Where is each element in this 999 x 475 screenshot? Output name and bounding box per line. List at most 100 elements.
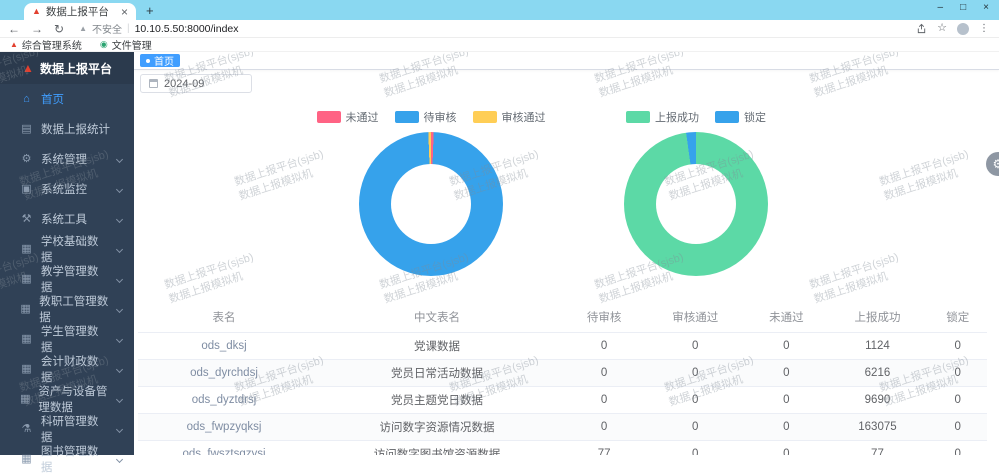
grid-icon: ▦ [21, 272, 32, 285]
close-icon[interactable]: × [983, 2, 989, 13]
reload-icon[interactable]: ↻ [54, 21, 65, 36]
legend-label: 待审核 [423, 112, 457, 124]
cell-review-passed: 0 [644, 440, 747, 455]
forward-icon[interactable]: → [31, 21, 43, 36]
sidebar-item-research-data[interactable]: ⚗ 科研管理数据 [0, 414, 134, 444]
column-header-upload-success: 上报成功 [854, 312, 901, 324]
not-secure-label: 不安全 [91, 25, 122, 36]
legend-swatch [394, 111, 419, 123]
cell-pending-review: 0 [564, 359, 645, 387]
chevron-down-icon [115, 335, 124, 343]
cell-table-name: ods_dksj [138, 332, 311, 360]
cell-chinese-name: 党课数据 [310, 332, 564, 360]
new-tab-button[interactable]: + [146, 3, 154, 18]
sidebar-item-label: 科研管理数据 [40, 416, 99, 444]
back-icon[interactable]: ← [8, 21, 20, 36]
address-bar[interactable]: ▲ 不安全 | 10.10.5.50:8000/index [79, 21, 916, 37]
profile-avatar[interactable] [957, 22, 969, 35]
grid-icon: ▦ [21, 332, 32, 345]
monitor-icon: ▣ [21, 182, 32, 195]
sidebar-item-system-tools[interactable]: ⚒ 系统工具 [0, 204, 134, 234]
tab-homepage-tag[interactable]: 首页 [140, 54, 180, 68]
sidebar-item-student-data[interactable]: ▦ 学生管理数据 [0, 324, 134, 354]
review-status-donut [359, 132, 503, 276]
legend-item-review-passed[interactable]: 审核通过 [472, 109, 546, 125]
legend-label: 锁定 [744, 112, 766, 124]
browser-tab[interactable]: ▲ 数据上报平台 × [24, 3, 136, 20]
sidebar-item-system-management[interactable]: ⚙ 系统管理 [0, 144, 134, 174]
sidebar-item-label: 首页 [41, 94, 64, 106]
legend-item-not-passed[interactable]: 未通过 [316, 109, 379, 125]
tag-dot-icon [146, 58, 150, 63]
cell-locked: 0 [928, 386, 987, 414]
tools-icon: ⚒ [21, 212, 32, 225]
sidebar-item-label: 系统监控 [41, 184, 87, 196]
bookmark-label: 文件管理 [111, 41, 152, 52]
maximize-icon[interactable]: □ [960, 2, 967, 13]
sidebar-item-report-statistics[interactable]: ▤ 数据上报统计 [0, 114, 134, 144]
month-value: 2024-09 [164, 77, 205, 90]
sidebar-item-label: 教职工管理数据 [39, 296, 109, 324]
chevron-down-icon [115, 425, 124, 433]
chevron-down-icon [115, 455, 124, 463]
column-header-locked: 锁定 [946, 312, 970, 324]
legend-item-pending-review[interactable]: 待审核 [394, 109, 457, 125]
upload-status-donut [624, 132, 768, 276]
sidebar-item-finance-data[interactable]: ▦ 会计财政数据 [0, 354, 134, 384]
cell-pending-review: 77 [564, 440, 645, 455]
cell-not-passed: 0 [746, 440, 827, 455]
sidebar-item-staff-data[interactable]: ▦ 教职工管理数据 [0, 294, 134, 324]
cell-upload-success: 6216 [826, 359, 929, 387]
bookmark-star-icon[interactable]: ☆ [937, 22, 947, 34]
cell-review-passed: 0 [644, 386, 747, 414]
bookmark-item-file-management[interactable]: ◉ 文件管理 [100, 37, 152, 53]
share-icon[interactable] [916, 23, 927, 34]
cell-locked: 0 [928, 332, 987, 360]
report-summary-table: 表名 中文表名 待审核 审核通过 未通过 上报成功 锁定 ods_dksj 党课… [138, 302, 987, 455]
legend-swatch [626, 111, 650, 123]
bookmark-item-management-system[interactable]: ▲ 综合管理系统 [10, 37, 82, 52]
tab-title: 数据上报平台 [45, 6, 109, 18]
sidebar-item-library-data[interactable]: ▦ 图书管理数据 [0, 444, 134, 474]
bookmark-favicon-icon: ▲ [10, 39, 18, 49]
chevron-down-icon [115, 245, 124, 253]
sidebar-item-label: 学生管理数据 [40, 326, 99, 354]
cell-upload-success: 77 [826, 440, 929, 455]
legend-item-locked[interactable]: 锁定 [715, 109, 766, 125]
legend-item-upload-success[interactable]: 上报成功 [626, 109, 699, 125]
sidebar-item-label: 图书管理数据 [40, 446, 99, 474]
column-header-review-passed: 审核通过 [672, 312, 719, 324]
minimize-icon[interactable]: – [937, 2, 944, 13]
browser-actions: ☆ ⋮ [916, 22, 989, 35]
column-header-pending-review: 待审核 [586, 312, 622, 324]
grid-icon: ▦ [21, 242, 32, 255]
settings-gear-button[interactable]: ⚙ [986, 152, 999, 176]
table-icon: ▤ [21, 122, 32, 135]
cell-table-name: ods_dyrchdsj [138, 359, 311, 387]
table-row: ods_dyztdrsj 党员主题党日数据 0 0 0 9690 0 [138, 386, 987, 414]
chevron-down-icon [115, 365, 124, 373]
flask-icon: ⚗ [21, 422, 32, 435]
tab-close-icon[interactable]: × [120, 4, 128, 19]
cell-locked: 0 [928, 440, 987, 455]
sidebar-item-school-basic-data[interactable]: ▦ 学校基础数据 [0, 234, 134, 264]
sidebar-item-homepage[interactable]: ⌂ 首页 [0, 84, 134, 114]
sidebar-item-asset-equipment-data[interactable]: ▦ 资产与设备管理数据 [0, 384, 134, 414]
grid-icon: ▦ [20, 302, 31, 315]
cell-upload-success: 9690 [826, 386, 929, 414]
page: ▲ 数据上报平台 ⌂ 首页 ▤ 数据上报统计 ⚙ 系统管理 ▣ 系统监控 ⚒ 系… [0, 52, 999, 474]
legend-swatch [472, 111, 497, 123]
sidebar-item-system-monitor[interactable]: ▣ 系统监控 [0, 174, 134, 204]
browser-menu-icon[interactable]: ⋮ [979, 22, 989, 34]
bookmark-label: 综合管理系统 [21, 41, 82, 52]
bookmarks-bar: ▲ 综合管理系统 ◉ 文件管理 [0, 38, 999, 52]
cell-pending-review: 0 [564, 332, 645, 360]
sidebar-item-label: 会计财政数据 [40, 356, 99, 384]
sidebar-item-teaching-data[interactable]: ▦ 教学管理数据 [0, 264, 134, 294]
sidebar-item-label: 学校基础数据 [40, 236, 99, 264]
browser-navbar: ← → ↻ ▲ 不安全 | 10.10.5.50:8000/index ☆ ⋮ [0, 20, 999, 38]
chevron-down-icon [115, 185, 124, 193]
cell-pending-review: 0 [564, 386, 645, 414]
tags-view-bar: 首页 [134, 52, 999, 70]
month-picker-input[interactable]: 2024-09 [140, 74, 252, 93]
